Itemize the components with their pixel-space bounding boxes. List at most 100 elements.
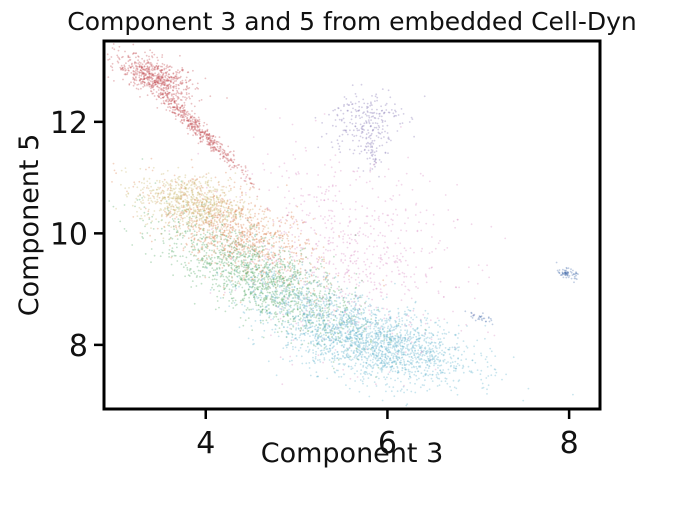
data-point	[281, 266, 284, 268]
data-point	[309, 270, 312, 272]
data-point	[190, 236, 193, 239]
data-point	[278, 253, 280, 256]
data-point	[286, 237, 289, 240]
data-point	[295, 220, 298, 223]
data-point	[229, 176, 232, 179]
data-point	[461, 367, 464, 370]
data-point	[319, 332, 322, 335]
data-point	[243, 236, 246, 239]
data-point	[263, 210, 266, 213]
data-point	[271, 275, 273, 278]
data-point	[281, 322, 283, 325]
data-point	[221, 246, 224, 248]
data-point	[355, 273, 358, 275]
data-point	[245, 272, 248, 275]
data-point	[262, 162, 264, 165]
data-point	[282, 309, 285, 311]
data-point	[429, 358, 432, 361]
data-point	[366, 258, 369, 261]
data-point	[268, 263, 271, 266]
data-point	[260, 236, 263, 238]
data-point	[377, 323, 379, 326]
data-point	[430, 338, 433, 341]
data-point	[204, 238, 207, 241]
data-point	[432, 214, 435, 216]
data-point	[154, 182, 157, 185]
data-point	[348, 220, 351, 223]
data-point	[196, 239, 199, 242]
data-point	[338, 320, 341, 323]
data-point	[246, 246, 249, 249]
data-point	[414, 281, 416, 283]
data-point	[299, 329, 302, 332]
data-point	[230, 297, 233, 300]
data-point	[254, 215, 256, 218]
data-point	[148, 216, 151, 219]
data-point	[341, 338, 344, 341]
data-point	[227, 253, 230, 256]
scatter-points-layer	[106, 43, 579, 407]
data-point	[166, 214, 169, 217]
data-point	[147, 208, 150, 211]
data-point	[279, 301, 281, 304]
data-point	[229, 227, 232, 229]
data-point	[207, 211, 210, 214]
data-point	[246, 208, 249, 211]
data-point	[230, 246, 233, 249]
data-point	[190, 225, 193, 227]
data-point	[457, 349, 460, 352]
data-point	[370, 311, 373, 314]
data-point	[235, 223, 237, 226]
data-point	[383, 253, 386, 256]
data-point	[443, 318, 446, 320]
data-point	[204, 259, 207, 262]
data-point	[232, 218, 235, 221]
data-point	[299, 232, 302, 235]
data-point	[238, 243, 241, 246]
data-point	[217, 213, 220, 216]
data-point	[224, 254, 227, 257]
data-point	[241, 245, 244, 248]
data-point	[398, 320, 401, 323]
data-point	[315, 243, 317, 245]
data-point	[349, 260, 352, 263]
data-point	[291, 262, 294, 265]
data-point	[282, 302, 285, 304]
data-point	[307, 342, 310, 345]
data-point	[345, 384, 347, 386]
data-point	[239, 208, 242, 210]
data-point	[298, 259, 301, 261]
data-point	[178, 206, 181, 209]
data-point	[437, 292, 440, 295]
data-point	[274, 283, 276, 286]
data-point	[256, 276, 259, 279]
data-point	[168, 233, 171, 236]
data-point	[252, 281, 255, 284]
data-point	[241, 298, 244, 300]
data-point	[297, 263, 300, 265]
data-point	[310, 252, 313, 254]
data-point	[166, 189, 169, 192]
data-point	[325, 271, 327, 274]
data-point	[281, 234, 284, 237]
data-point	[233, 264, 236, 267]
data-point	[323, 199, 326, 202]
data-point	[420, 351, 422, 354]
data-point	[300, 254, 303, 257]
data-point	[286, 297, 289, 300]
data-point	[158, 179, 161, 182]
data-point	[303, 283, 306, 286]
data-point	[408, 373, 411, 375]
data-point	[222, 249, 225, 252]
data-point	[282, 281, 285, 284]
data-point	[216, 221, 218, 224]
data-point	[262, 292, 264, 295]
data-point	[265, 262, 267, 265]
data-point	[216, 205, 218, 207]
data-point	[206, 211, 208, 214]
data-point	[247, 252, 250, 254]
data-point	[313, 279, 316, 282]
data-point	[403, 364, 406, 366]
data-point	[308, 275, 311, 278]
data-point	[226, 200, 229, 203]
